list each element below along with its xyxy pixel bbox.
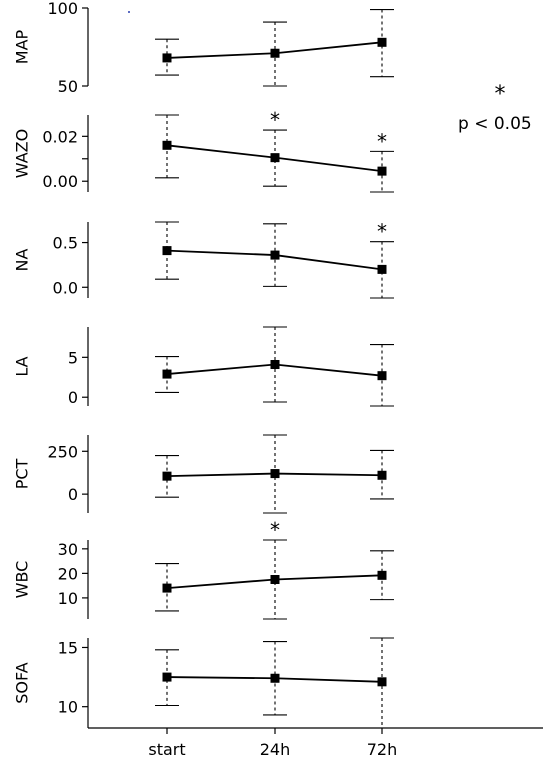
data-point-map <box>162 53 172 63</box>
data-point-na <box>377 264 387 274</box>
x-tick-label: 72h <box>367 740 398 759</box>
data-point-wazo <box>270 153 280 163</box>
data-point-map <box>270 48 280 58</box>
x-tick-label: start <box>148 740 185 759</box>
significance-star-wbc: * <box>270 518 280 542</box>
y-tick-label-wbc: 20 <box>58 564 78 583</box>
y-tick-label-map: 100 <box>47 0 78 18</box>
y-axis-label-wazo: WAZO <box>13 129 32 178</box>
y-axis-label-map: MAP <box>13 29 32 64</box>
significance-star-wazo: * <box>377 129 387 153</box>
x-tick-label: 24h <box>260 740 291 759</box>
y-axis-label-la: LA <box>13 356 32 376</box>
y-tick-label-map: 50 <box>58 77 78 96</box>
data-point-sofa <box>377 677 387 687</box>
y-tick-label-na: 0.0 <box>53 278 78 297</box>
y-tick-label-na: 0.5 <box>53 234 78 253</box>
y-tick-label-la: 5 <box>68 348 78 367</box>
y-tick-label-la: 0 <box>68 388 78 407</box>
data-point-na <box>162 246 172 256</box>
data-point-wbc <box>162 583 172 593</box>
data-point-pct <box>162 471 172 481</box>
y-tick-label-wbc: 30 <box>58 540 78 559</box>
data-point-sofa <box>162 672 172 682</box>
data-point-la <box>162 369 172 379</box>
data-point-la <box>270 360 280 370</box>
data-point-la <box>377 371 387 381</box>
y-axis-label-wbc: WBC <box>13 561 32 599</box>
data-point-pct <box>377 470 387 480</box>
data-point-na <box>270 250 280 260</box>
y-tick-label-pct: 250 <box>47 442 78 461</box>
data-point-wbc <box>270 575 280 584</box>
y-tick-label-sofa: 15 <box>58 638 78 657</box>
data-point-wbc <box>377 570 387 580</box>
significance-legend-text: p < 0.05 <box>458 114 532 134</box>
data-point-map <box>377 37 387 47</box>
y-tick-label-sofa: 10 <box>58 698 78 717</box>
significance-star-wazo: * <box>270 108 280 132</box>
significance-legend-symbol: * <box>494 82 506 107</box>
y-axis-label-pct: PCT <box>13 458 32 489</box>
data-point-wazo <box>377 166 387 176</box>
y-tick-label-pct: 0 <box>68 485 78 504</box>
stray-dot <box>128 11 130 13</box>
y-axis-label-na: NA <box>13 248 32 271</box>
data-point-pct <box>270 469 280 479</box>
y-tick-label-wazo: 0.02 <box>42 127 78 146</box>
data-point-sofa <box>270 673 280 683</box>
data-point-wazo <box>162 140 172 150</box>
y-tick-label-wbc: 10 <box>58 589 78 608</box>
y-tick-label-wazo: 0.00 <box>42 172 78 191</box>
significance-star-na: * <box>377 220 387 244</box>
y-axis-label-sofa: SOFA <box>13 662 32 703</box>
